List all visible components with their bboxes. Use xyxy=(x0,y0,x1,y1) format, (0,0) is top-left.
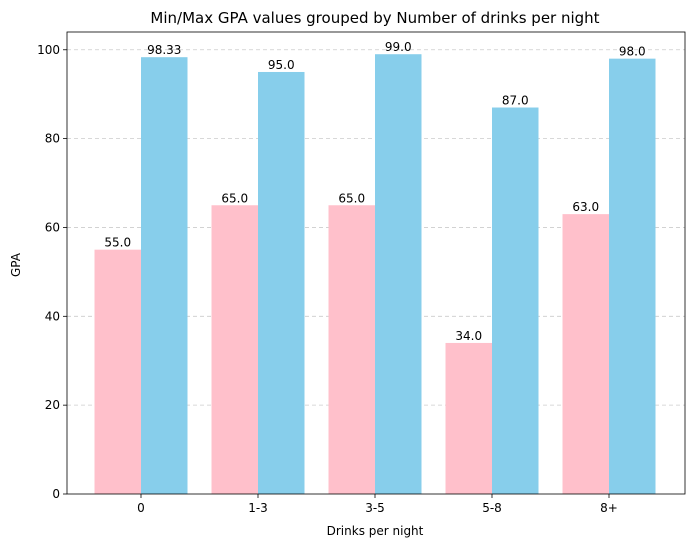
ticks: 0 20 40 60 80 100 0 1-3 3-5 5-8 8+ xyxy=(37,43,618,515)
bar xyxy=(492,107,539,495)
bar xyxy=(375,54,422,494)
bar-value-label: 34.0 xyxy=(455,329,482,343)
y-tick-label: 20 xyxy=(45,398,60,412)
bar xyxy=(609,58,656,495)
bar-value-label: 65.0 xyxy=(338,191,365,205)
chart-title: Min/Max GPA values grouped by Number of … xyxy=(150,9,599,27)
y-tick-label: 0 xyxy=(52,487,60,501)
plot-frame xyxy=(66,31,686,495)
bar-value-label: 98.0 xyxy=(619,45,646,59)
bar xyxy=(562,214,609,494)
bar xyxy=(328,205,375,494)
bar-value-label: 95.0 xyxy=(268,58,295,72)
x-tick-label: 1-3 xyxy=(248,501,268,515)
bar-value-label: 63.0 xyxy=(572,200,599,214)
bar-value-label: 65.0 xyxy=(221,191,248,205)
bars xyxy=(94,54,656,495)
bar xyxy=(258,71,305,494)
axes xyxy=(66,31,686,495)
bar-value-label: 55.0 xyxy=(104,236,131,250)
x-tick-label: 8+ xyxy=(600,501,618,515)
bar xyxy=(94,249,141,494)
x-tick-label: 3-5 xyxy=(365,501,385,515)
y-tick-label: 100 xyxy=(37,43,60,57)
x-axis-label: Drinks per night xyxy=(327,524,424,538)
bar xyxy=(141,57,188,494)
y-tick-label: 60 xyxy=(45,220,60,234)
bar-value-label: 98.33 xyxy=(147,43,181,57)
bar xyxy=(445,342,492,494)
data-labels: 55.0 65.0 65.0 34.0 63.0 98.33 95.0 99.0 87.0 98.… xyxy=(104,40,645,343)
x-tick-label: 0 xyxy=(137,501,145,515)
bar-value-label: 99.0 xyxy=(385,40,412,54)
y-tick-label: 80 xyxy=(45,132,60,146)
bar-value-label: 87.0 xyxy=(502,94,529,108)
bar xyxy=(211,205,258,494)
x-tick-label: 5-8 xyxy=(482,501,502,515)
y-tick-label: 40 xyxy=(45,309,60,323)
y-axis-label: GPA xyxy=(9,252,23,277)
